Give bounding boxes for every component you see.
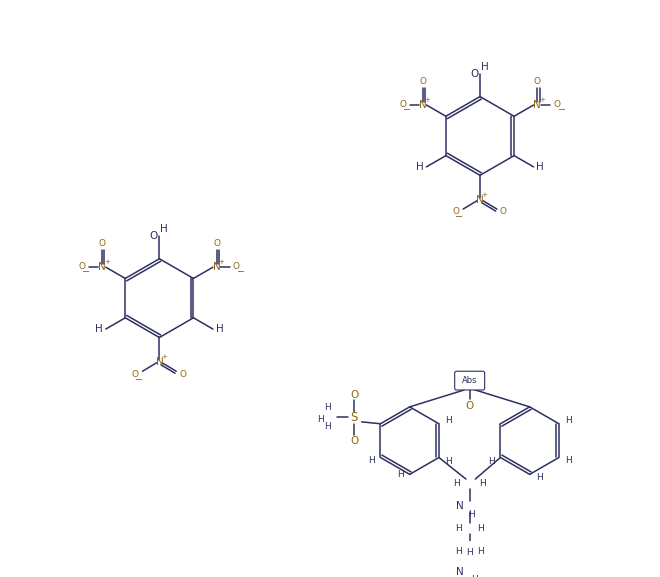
FancyBboxPatch shape [455,371,484,390]
Text: N: N [457,567,464,577]
Text: H: H [479,479,486,488]
Text: N: N [156,357,163,367]
Text: H: H [317,414,324,424]
Text: O: O [180,369,186,379]
Text: O: O [79,262,86,271]
Text: N: N [419,100,426,110]
Text: O: O [419,77,426,86]
Text: H: H [453,479,460,488]
Text: O: O [131,369,139,379]
Text: O: O [534,77,541,86]
Text: H: H [445,417,451,425]
Text: H: H [565,456,572,465]
Text: O: O [500,207,507,216]
Text: N: N [213,262,220,272]
Text: H: H [536,473,543,482]
Text: H: H [565,417,572,425]
Text: H: H [488,457,494,466]
Text: H: H [537,162,544,172]
Text: O: O [233,262,240,271]
Text: −: − [455,212,463,223]
Text: +: + [161,354,167,360]
Text: H: H [478,524,484,533]
Text: H: H [325,403,331,413]
Text: H: H [95,324,103,334]
Text: H: H [478,547,484,556]
Text: O: O [98,239,106,248]
Text: +: + [539,98,545,103]
Text: H: H [216,324,223,334]
Text: H: H [468,510,475,519]
Text: H: H [397,470,404,479]
Text: N: N [533,100,541,110]
Text: H: H [325,422,331,431]
Text: O: O [350,436,358,445]
Text: Abs: Abs [462,376,477,385]
Text: O: O [470,69,478,79]
Text: H: H [467,548,473,557]
Text: S: S [350,411,358,424]
Text: O: O [465,401,474,411]
Text: H: H [416,162,424,172]
Text: +: + [104,260,110,265]
Text: H: H [481,62,488,72]
Text: −: − [135,374,143,385]
Text: O: O [554,100,560,108]
Text: H: H [455,547,462,556]
Text: H: H [368,456,374,465]
Text: O: O [399,100,407,108]
Text: H: H [160,224,168,234]
Text: H: H [455,524,462,533]
Text: +: + [424,98,430,103]
Text: −: − [82,267,90,277]
Text: N: N [476,194,484,205]
Text: +: + [218,260,224,265]
Text: O: O [213,239,220,248]
Text: O: O [452,207,459,216]
Text: O: O [150,231,158,241]
Text: N: N [98,262,106,272]
Text: H: H [445,457,451,466]
Text: −: − [237,267,245,277]
Text: O: O [350,389,358,400]
Text: −: − [403,104,411,115]
Text: −: − [558,104,566,115]
Text: H: H [471,575,478,577]
Text: +: + [482,192,488,198]
Text: N: N [457,501,464,511]
